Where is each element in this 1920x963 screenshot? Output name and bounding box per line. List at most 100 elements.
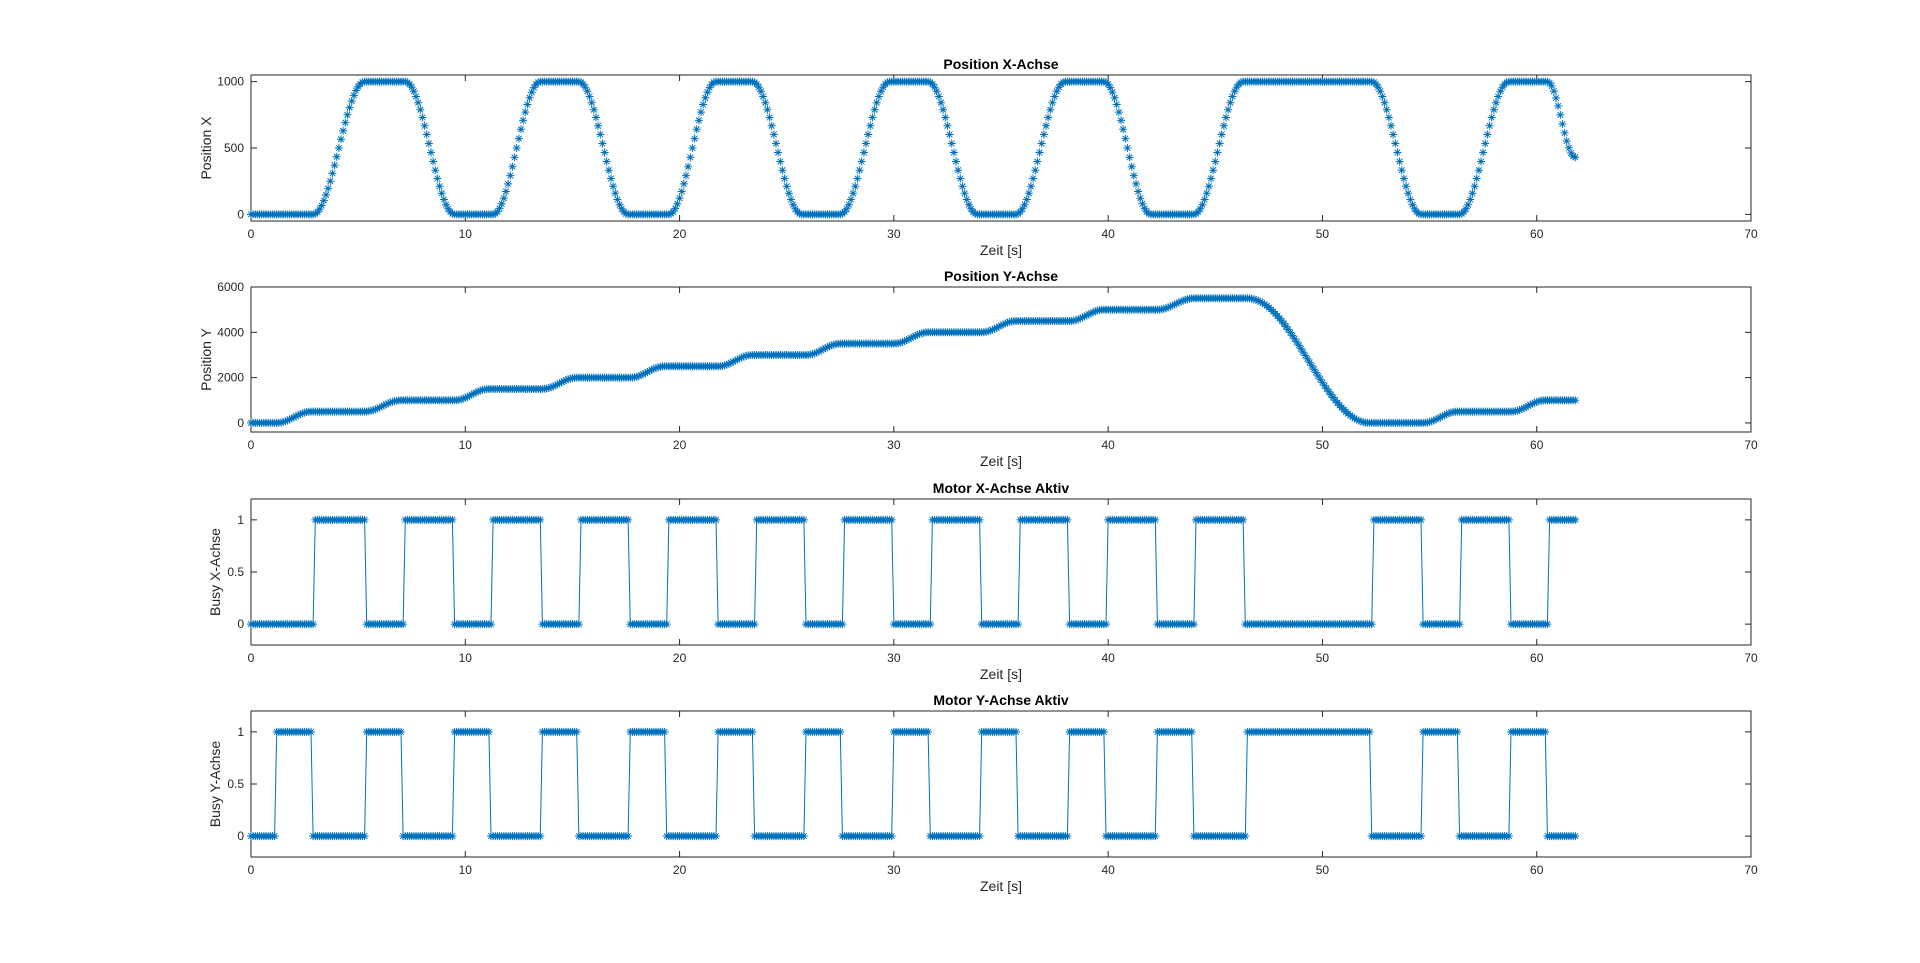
- data-point: [1072, 316, 1080, 324]
- data-point: [469, 389, 478, 398]
- data-point: [1170, 300, 1179, 309]
- data-point: [975, 515, 984, 524]
- data-point: [994, 322, 1003, 331]
- data-point: [1468, 189, 1477, 198]
- data-point: [517, 125, 525, 134]
- data-point: [763, 105, 772, 114]
- data-point: [849, 189, 858, 198]
- data-point: [622, 209, 630, 218]
- data-point: [1417, 515, 1425, 524]
- data-point: [519, 116, 528, 125]
- data-point: [862, 139, 870, 148]
- data-point: [664, 210, 673, 219]
- data-point: [1044, 113, 1053, 122]
- data-point: [1541, 727, 1550, 736]
- data-point: [1515, 406, 1524, 414]
- data-point: [1134, 187, 1143, 196]
- data-point: [429, 157, 438, 166]
- data-point: [634, 372, 643, 380]
- data-point: [1378, 92, 1387, 101]
- data-point: [997, 321, 1005, 330]
- data-point: [673, 199, 682, 208]
- data-point: [1367, 620, 1376, 629]
- data-point: [731, 356, 740, 365]
- data-point: [737, 353, 746, 362]
- data-point: [1384, 113, 1393, 122]
- data-point: [489, 210, 498, 219]
- data-point: [1290, 334, 1299, 343]
- x-axis-label: Zeit [s]: [980, 242, 1022, 258]
- data-point: [1318, 378, 1327, 387]
- data-point: [1140, 204, 1149, 213]
- data-point: [1189, 210, 1198, 219]
- plot-area: [250, 286, 1752, 433]
- data-point: [1440, 411, 1449, 420]
- data-point: [1230, 87, 1239, 96]
- data-point: [367, 406, 375, 415]
- data-point: [1481, 139, 1490, 148]
- data-point: [615, 200, 624, 209]
- data-point: [701, 93, 710, 102]
- data-point: [1567, 149, 1575, 157]
- data-point: [1076, 314, 1085, 323]
- data-point: [990, 324, 999, 333]
- data-point: [1125, 153, 1134, 162]
- data-point: [564, 375, 573, 384]
- plot-area: [250, 74, 1752, 222]
- data-point: [292, 412, 300, 421]
- data-point: [827, 341, 836, 350]
- data-point: [1303, 354, 1312, 363]
- data-point: [1027, 182, 1035, 191]
- data-point: [1395, 157, 1404, 166]
- data-point: [1498, 83, 1507, 92]
- data-point: [915, 330, 924, 338]
- data-point: [1502, 78, 1511, 87]
- data-point: [1552, 94, 1560, 102]
- data-point: [459, 394, 468, 403]
- x-tick-label: 0: [248, 863, 255, 877]
- data-point: [954, 166, 963, 175]
- data-point: [375, 403, 384, 412]
- data-point: [287, 414, 296, 423]
- data-point: [596, 130, 605, 139]
- data-point: [1024, 189, 1033, 198]
- data-point: [444, 204, 453, 213]
- data-point: [341, 118, 350, 127]
- data-point: [1417, 832, 1425, 841]
- data-point: [1297, 344, 1305, 353]
- data-point: [1196, 204, 1205, 213]
- data-point: [887, 832, 896, 841]
- data-point: [609, 182, 618, 191]
- y-axis-label: Position Y: [198, 327, 214, 390]
- data-point: [1393, 148, 1402, 157]
- x-tick-label: 70: [1744, 651, 1758, 665]
- data-point: [1052, 87, 1061, 96]
- data-point: [1299, 348, 1308, 357]
- data-point: [1477, 157, 1485, 166]
- data-point: [750, 620, 759, 629]
- data-point: [1492, 98, 1500, 107]
- data-point: [821, 344, 830, 353]
- data-point: [722, 360, 731, 369]
- data-point: [397, 727, 405, 736]
- data-point: [1074, 315, 1083, 324]
- x-tick-label: 40: [1101, 227, 1115, 241]
- data-point: [270, 832, 279, 841]
- data-point: [467, 390, 476, 399]
- x-axis-label: Zeit [s]: [980, 666, 1022, 682]
- data-point: [581, 83, 590, 92]
- data-point: [514, 134, 523, 143]
- data-point: [1487, 113, 1496, 122]
- data-point: [339, 126, 348, 135]
- data-point: [337, 135, 345, 144]
- data-point: [1404, 189, 1413, 198]
- data-point: [574, 77, 583, 86]
- data-point: [309, 620, 318, 629]
- data-point: [1425, 418, 1434, 426]
- data-point: [1547, 82, 1556, 90]
- data-point: [941, 113, 950, 122]
- data-point: [986, 326, 995, 335]
- data-point: [613, 195, 622, 204]
- data-point: [1084, 310, 1093, 319]
